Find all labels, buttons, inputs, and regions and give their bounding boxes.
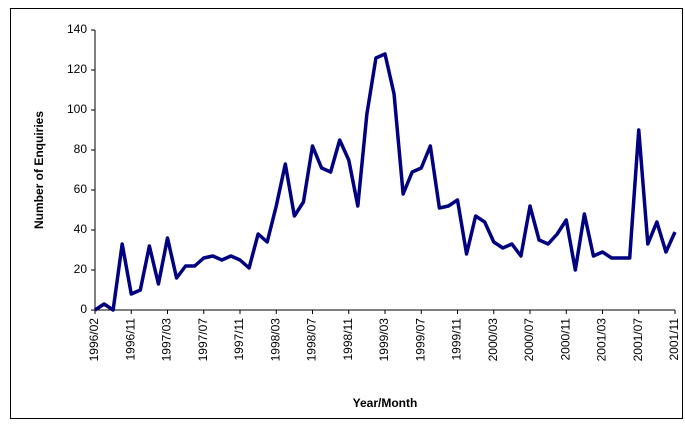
x-tick-label: 1998/11: [341, 318, 355, 361]
y-tick-label: 120: [67, 62, 87, 76]
x-tick-label: 1997/07: [196, 318, 210, 362]
x-tick-label: 2000/11: [558, 318, 572, 361]
x-tick-label: 1996/11: [123, 318, 137, 361]
x-tick-label: 1999/11: [450, 318, 464, 361]
data-line: [94, 52, 677, 312]
y-axis-title: Number of Enquiries: [32, 111, 46, 229]
y-tick-label: 80: [74, 142, 88, 156]
y-tick-label: 60: [74, 182, 88, 196]
x-tick-label: 1998/07: [305, 318, 319, 362]
chart-border: [10, 8, 683, 419]
y-tick-label: 100: [67, 102, 87, 116]
x-tick-label: 1996/02: [87, 318, 101, 362]
x-tick-label: 1997/11: [232, 318, 246, 361]
x-tick-label: 1997/03: [160, 318, 174, 362]
x-tick-label: 1998/03: [268, 318, 282, 362]
x-axis-title: Year/Month: [353, 396, 418, 410]
x-tick-label: 2000/03: [486, 318, 500, 362]
y-tick-label: 20: [74, 262, 88, 276]
x-tick-label: 1999/03: [377, 318, 391, 362]
x-tick-label: 2000/07: [522, 318, 536, 362]
x-tick-label: 2001/03: [595, 318, 609, 362]
y-tick-label: 0: [80, 302, 87, 316]
x-tick-label: 1999/07: [413, 318, 427, 362]
x-tick-label: 2001/07: [631, 318, 645, 362]
y-tick-label: 140: [67, 22, 87, 36]
y-tick-label: 40: [74, 222, 88, 236]
x-tick-label: 2001/11: [667, 318, 681, 361]
